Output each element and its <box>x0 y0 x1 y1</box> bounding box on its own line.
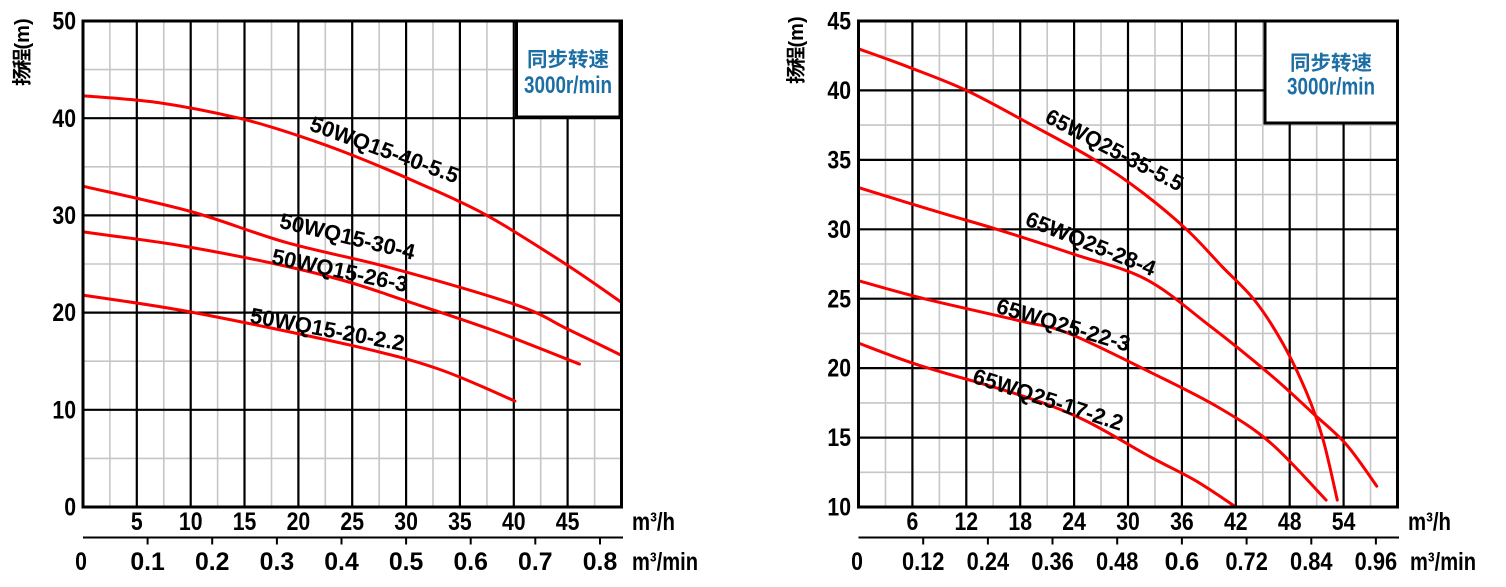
svg-text:25: 25 <box>340 508 364 536</box>
svg-text:35: 35 <box>448 508 472 536</box>
svg-text:15: 15 <box>827 424 851 452</box>
svg-text:24: 24 <box>1062 508 1086 536</box>
svg-text:0.48: 0.48 <box>1096 548 1139 576</box>
svg-text:0.7: 0.7 <box>518 548 553 576</box>
svg-text:40: 40 <box>502 508 526 536</box>
svg-text:54: 54 <box>1332 508 1356 536</box>
svg-text:0.2: 0.2 <box>195 548 230 576</box>
svg-text:0.5: 0.5 <box>389 548 424 576</box>
svg-text:20: 20 <box>827 355 851 383</box>
svg-text:3000r/min: 3000r/min <box>524 72 612 99</box>
svg-text:0.72: 0.72 <box>1225 548 1268 576</box>
svg-text:45: 45 <box>827 8 851 36</box>
svg-text:10: 10 <box>827 494 851 522</box>
svg-text:0.96: 0.96 <box>1355 548 1398 576</box>
svg-text:35: 35 <box>827 147 851 175</box>
svg-text:0.3: 0.3 <box>260 548 295 576</box>
svg-text:50: 50 <box>52 8 76 36</box>
svg-text:5: 5 <box>131 508 143 536</box>
svg-text:0.24: 0.24 <box>967 548 1010 576</box>
svg-text:0.8: 0.8 <box>583 548 618 576</box>
svg-text:0: 0 <box>64 494 76 522</box>
svg-text:10: 10 <box>179 508 203 536</box>
svg-text:6: 6 <box>907 508 919 536</box>
svg-text:0.84: 0.84 <box>1290 548 1333 576</box>
svg-text:m³/min: m³/min <box>632 548 698 576</box>
svg-text:25: 25 <box>827 285 851 313</box>
svg-text:36: 36 <box>1170 508 1194 536</box>
svg-text:42: 42 <box>1224 508 1248 536</box>
svg-text:30: 30 <box>52 202 76 230</box>
svg-text:m³/h: m³/h <box>1408 508 1451 536</box>
svg-text:40: 40 <box>52 105 76 133</box>
svg-text:0.6: 0.6 <box>1165 548 1200 576</box>
svg-text:0: 0 <box>75 548 87 576</box>
svg-text:12: 12 <box>955 508 979 536</box>
svg-text:20: 20 <box>52 299 76 327</box>
svg-text:0.36: 0.36 <box>1031 548 1074 576</box>
svg-text:0: 0 <box>851 548 863 576</box>
svg-text:30: 30 <box>394 508 418 536</box>
svg-text:0.4: 0.4 <box>324 548 359 576</box>
svg-text:(m): (m) <box>12 18 34 49</box>
svg-text:10: 10 <box>52 396 76 424</box>
svg-text:45: 45 <box>556 508 580 536</box>
svg-text:30: 30 <box>827 216 851 244</box>
svg-text:30: 30 <box>1116 508 1140 536</box>
svg-text:0.1: 0.1 <box>130 548 165 576</box>
svg-text:3000r/min: 3000r/min <box>1287 74 1375 101</box>
svg-text:18: 18 <box>1008 508 1032 536</box>
svg-text:(m): (m) <box>786 16 808 47</box>
svg-text:0.6: 0.6 <box>453 548 488 576</box>
svg-text:40: 40 <box>827 77 851 105</box>
svg-text:15: 15 <box>233 508 257 536</box>
svg-text:48: 48 <box>1278 508 1302 536</box>
svg-text:20: 20 <box>287 508 311 536</box>
svg-text:0.12: 0.12 <box>902 548 945 576</box>
svg-text:m³/h: m³/h <box>632 508 675 536</box>
svg-text:m³/min: m³/min <box>1410 548 1476 576</box>
